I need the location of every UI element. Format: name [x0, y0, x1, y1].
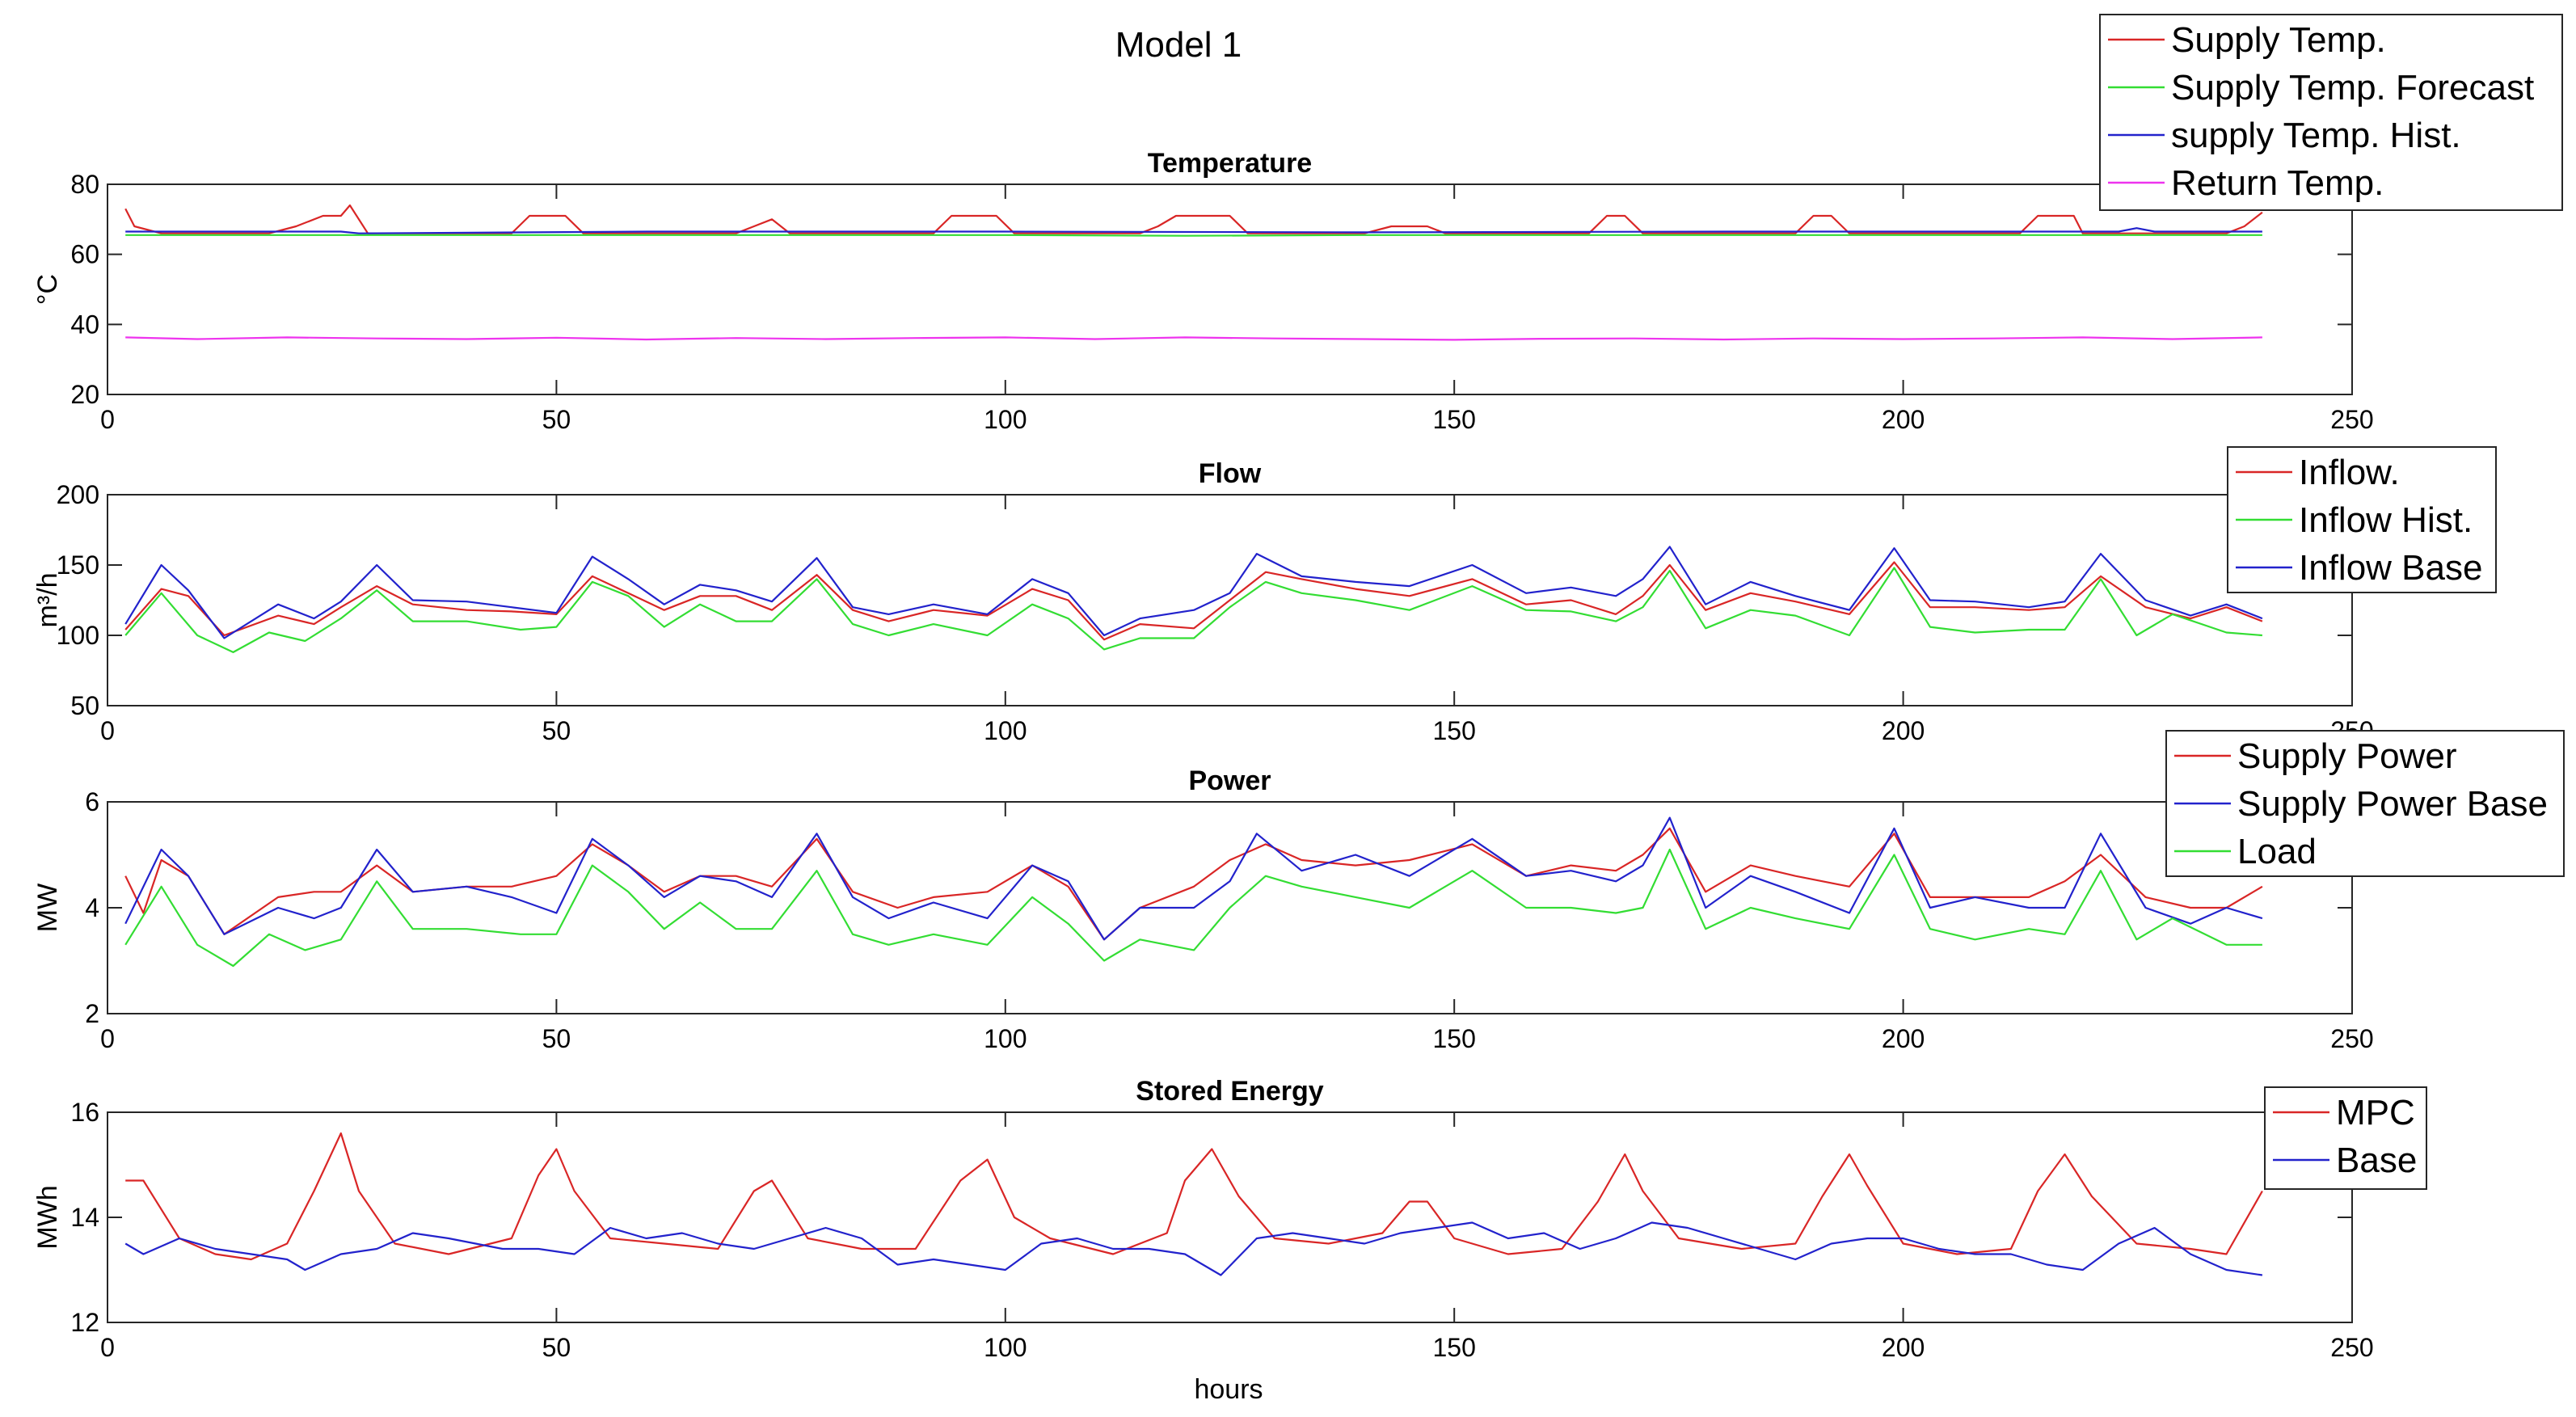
figure-title: Model 1 — [1115, 25, 1242, 65]
x-tick-label: 0 — [100, 716, 115, 745]
y-tick-label: 12 — [70, 1308, 99, 1337]
x-tick-label: 50 — [542, 405, 571, 434]
legend-entry: Base — [2336, 1141, 2417, 1180]
series-line-return-temp — [125, 336, 2262, 341]
x-tick-label: 100 — [984, 716, 1027, 745]
legend-entry: Supply Temp. — [2171, 20, 2386, 60]
series-line-load — [124, 848, 2262, 968]
x-tick-label: 100 — [984, 405, 1027, 434]
y-tick-label: 100 — [57, 621, 99, 650]
x-tick-label: 100 — [984, 1333, 1027, 1362]
x-tick-label: 250 — [2330, 1024, 2373, 1053]
y-tick-label: 150 — [57, 550, 99, 580]
series-line-supply-temp-forecast — [125, 234, 2262, 237]
legend-entry: Supply Power — [2237, 736, 2456, 776]
panel-title: Stored Energy — [1136, 1076, 1323, 1107]
x-tick-label: 150 — [1433, 1024, 1476, 1053]
legend-entry: Load — [2237, 832, 2317, 871]
chart-temperature: 0 50 100 150 200 250 20 40 60 80 Temperature °C Supp… — [32, 14, 2563, 434]
axes-box — [107, 494, 2353, 706]
y-tick-label: 50 — [70, 691, 99, 720]
panel-title: Temperature — [1148, 148, 1312, 179]
x-tick-label: 100 — [984, 1024, 1027, 1053]
x-tick-label: 0 — [100, 405, 115, 434]
x-tick-label: 200 — [1882, 1333, 1925, 1362]
plot-area — [108, 184, 2352, 394]
x-tick-label: 0 — [100, 1024, 115, 1053]
y-axis-label: MW — [32, 884, 63, 932]
y-tick-label: 16 — [70, 1098, 99, 1127]
x-tick-label: 200 — [1882, 716, 1925, 745]
x-tick-label: 150 — [1433, 405, 1476, 434]
legend-entry: Supply Temp. Forecast — [2171, 68, 2534, 108]
x-tick-label: 50 — [542, 1024, 571, 1053]
legend: Supply Power Supply Power Base Load — [2165, 730, 2565, 877]
y-tick-label: 20 — [70, 380, 99, 409]
legend-entry: MPC — [2336, 1093, 2415, 1132]
chart-stored-energy: 0 50 100 150 200 250 12 14 16 Stored Energy MWh MPC… — [32, 1076, 2427, 1362]
x-tick-label: 200 — [1882, 1024, 1925, 1053]
y-axis-label: °C — [32, 274, 63, 305]
y-tick-label: 2 — [85, 999, 99, 1028]
y-axis-label: MWh — [32, 1185, 63, 1249]
y-tick-label: 14 — [70, 1203, 99, 1232]
x-tick-label: 0 — [100, 1333, 115, 1362]
x-tick-label: 50 — [542, 1333, 571, 1362]
series-line-supply-power-base — [124, 816, 2263, 941]
x-tick-label: 200 — [1882, 405, 1925, 434]
x-axis-label: hours — [1194, 1374, 1263, 1405]
x-tick-label: 50 — [542, 716, 571, 745]
series-line-inflow — [124, 561, 2263, 641]
x-tick-label: 250 — [2330, 1333, 2373, 1362]
series-line-supply-temp-hist — [125, 227, 2262, 234]
y-tick-label: 6 — [85, 787, 99, 816]
series-line-base — [124, 1221, 2263, 1276]
x-tick-label: 250 — [2330, 405, 2373, 434]
axes-box — [107, 183, 2353, 395]
plot-area — [108, 1112, 2352, 1322]
legend-entry: Supply Power Base — [2237, 784, 2548, 824]
x-tick-label: 150 — [1433, 716, 1476, 745]
y-axis-label: m³/h — [32, 573, 63, 628]
legend-box — [2264, 1086, 2427, 1190]
legend-entry: Inflow. — [2299, 453, 2400, 492]
legend-box — [2099, 14, 2563, 211]
y-tick-label: 60 — [70, 240, 99, 269]
panel-title: Flow — [1199, 458, 1262, 489]
legend-box — [2165, 730, 2565, 877]
series-line-inflow-hist — [124, 567, 2262, 654]
y-tick-label: 80 — [70, 170, 99, 199]
y-tick-label: 40 — [70, 310, 99, 339]
legend-entry: Inflow Hist. — [2299, 500, 2473, 540]
legend-entry: Inflow Base — [2299, 548, 2482, 588]
x-tick-label: 150 — [1433, 1333, 1476, 1362]
legend: MPC Base — [2264, 1086, 2427, 1190]
legend-entry: supply Temp. Hist. — [2171, 116, 2461, 155]
series-line-mpc — [125, 1132, 2263, 1261]
legend: Inflow. Inflow Hist. Inflow Base — [2227, 446, 2497, 593]
chart-flow: 05010015020025050100150200Flowm³/hInflow… — [32, 446, 2497, 745]
panel-title: Power — [1188, 765, 1271, 796]
y-tick-label: 200 — [57, 480, 99, 509]
legend: Supply Temp. Supply Temp. Forecast supply … — [2099, 14, 2563, 211]
legend-entry: Return Temp. — [2171, 163, 2384, 203]
series-line-inflow-base — [124, 546, 2263, 639]
y-tick-label: 4 — [85, 893, 99, 922]
